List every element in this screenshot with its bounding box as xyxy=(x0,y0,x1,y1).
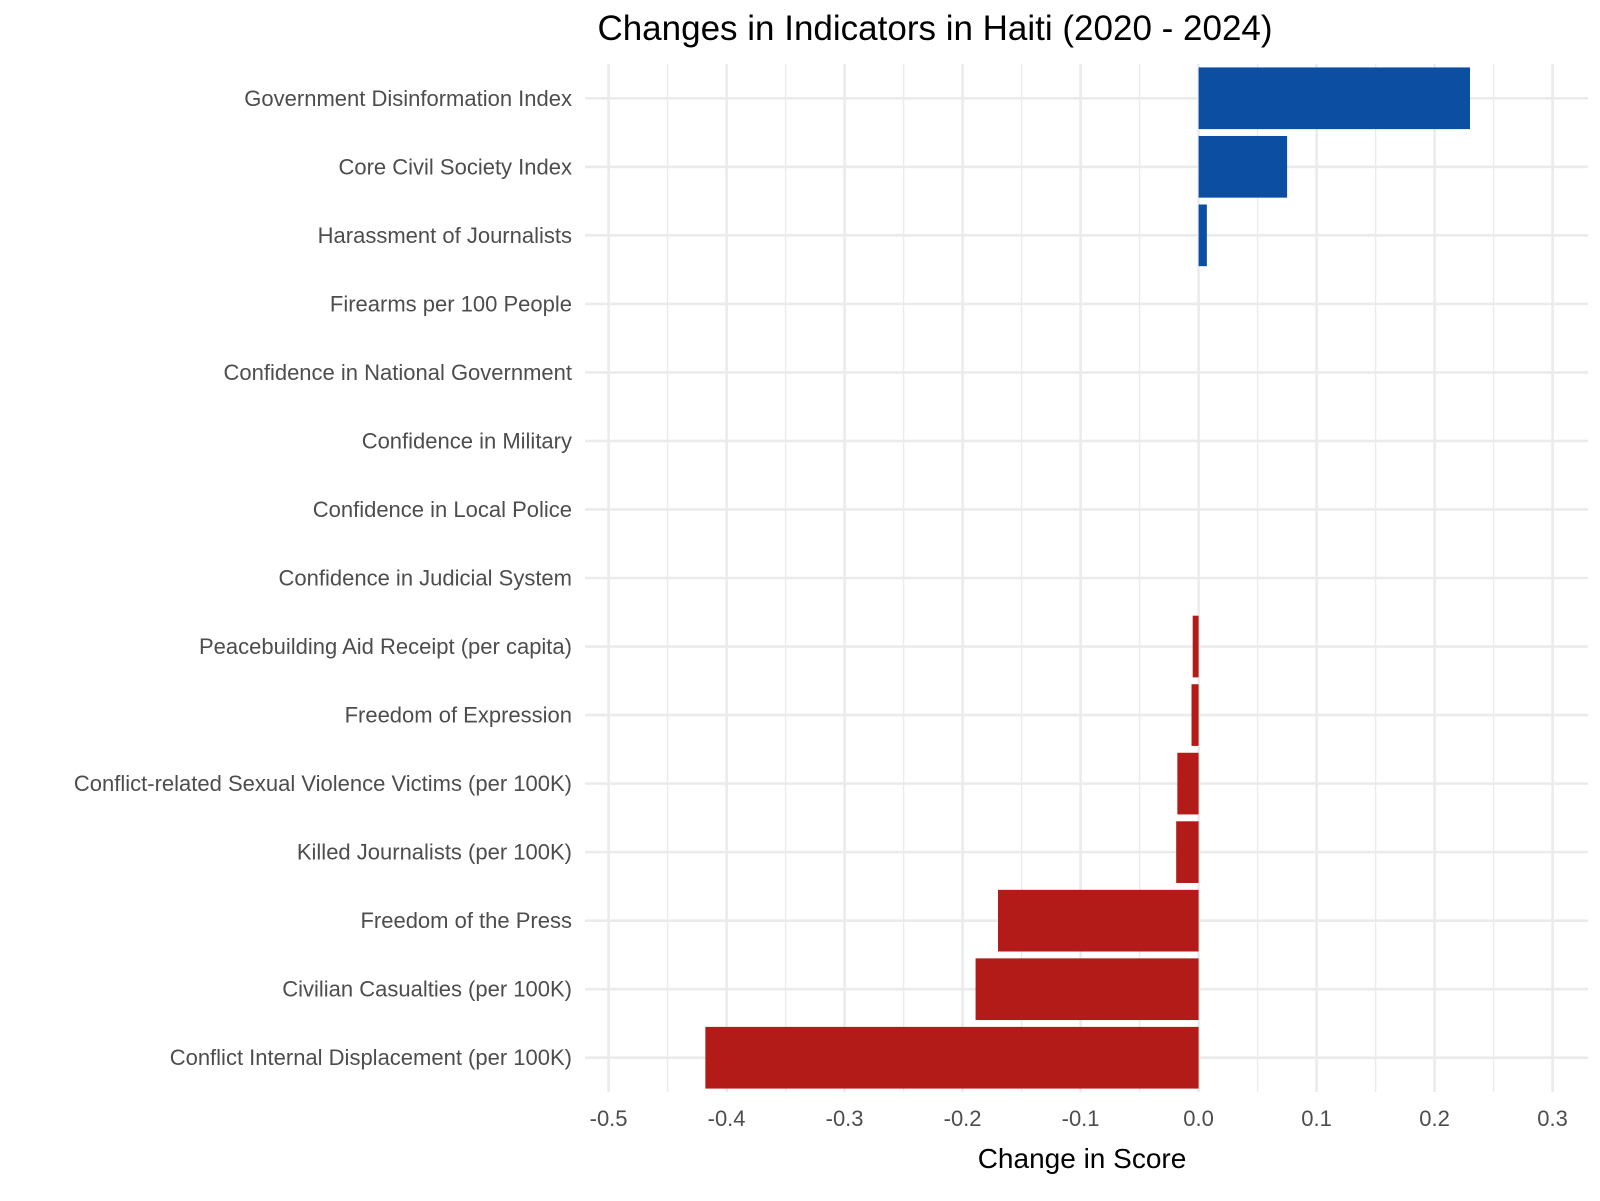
category-labels: Government Disinformation Index Core Civi… xyxy=(74,86,572,1070)
bar-conflict-related-sexual-violence-victims-per-100k xyxy=(1177,752,1199,815)
x-tick-label: 0.0 xyxy=(1183,1106,1214,1131)
y-tick-label: Confidence in National Government xyxy=(223,360,572,385)
bars xyxy=(705,67,1470,1089)
bar-freedom-of-expression xyxy=(1191,684,1199,746)
bar-freedom-of-the-press xyxy=(998,889,1199,952)
x-tick-label: 0.1 xyxy=(1301,1106,1332,1131)
y-tick-label: Civilian Casualties (per 100K) xyxy=(282,977,572,1002)
x-tick-label: -0.4 xyxy=(708,1106,746,1131)
y-tick-label: Killed Journalists (per 100K) xyxy=(297,840,572,865)
x-axis-title: Change in Score xyxy=(978,1143,1187,1174)
bar-government-disinformation-index xyxy=(1198,67,1470,130)
bar-core-civil-society-index xyxy=(1198,135,1288,198)
y-tick-label: Peacebuilding Aid Receipt (per capita) xyxy=(199,634,572,659)
y-tick-label: Core Civil Society Index xyxy=(338,154,572,179)
y-tick-label: Government Disinformation Index xyxy=(244,86,572,111)
x-tick-label: -0.1 xyxy=(1062,1106,1100,1131)
chart-title: Changes in Indicators in Haiti (2020 - 2… xyxy=(597,9,1272,48)
x-tick-label: 0.3 xyxy=(1537,1106,1568,1131)
x-tick-labels: -0.5 -0.4 -0.3 -0.2 -0.1 0.0 0.1 0.2 0.3 xyxy=(590,1106,1568,1131)
x-tick-label: -0.2 xyxy=(944,1106,982,1131)
bar-conflict-internal-displacement-per-100k xyxy=(705,1026,1199,1089)
y-tick-label: Conflict Internal Displacement (per 100K… xyxy=(170,1045,572,1070)
bar-harassment-of-journalists xyxy=(1198,204,1207,267)
x-tick-label: -0.5 xyxy=(590,1106,628,1131)
bar-killed-journalists-per-100k xyxy=(1176,821,1199,883)
x-tick-label: 0.2 xyxy=(1419,1106,1450,1131)
y-tick-label: Freedom of the Press xyxy=(360,908,572,933)
y-tick-label: Firearms per 100 People xyxy=(330,291,572,316)
bar-peacebuilding-aid-receipt-per-capita xyxy=(1192,615,1199,678)
y-tick-label: Conflict-related Sexual Violence Victims… xyxy=(74,771,572,796)
y-tick-label: Confidence in Judicial System xyxy=(279,566,572,591)
y-tick-label: Harassment of Journalists xyxy=(318,223,572,248)
bar-civilian-casualties-per-100k xyxy=(975,958,1199,1021)
y-tick-label: Confidence in Military xyxy=(362,428,572,453)
y-tick-label: Confidence in Local Police xyxy=(313,497,572,522)
x-tick-label: -0.3 xyxy=(826,1106,864,1131)
y-tick-label: Freedom of Expression xyxy=(345,703,572,728)
